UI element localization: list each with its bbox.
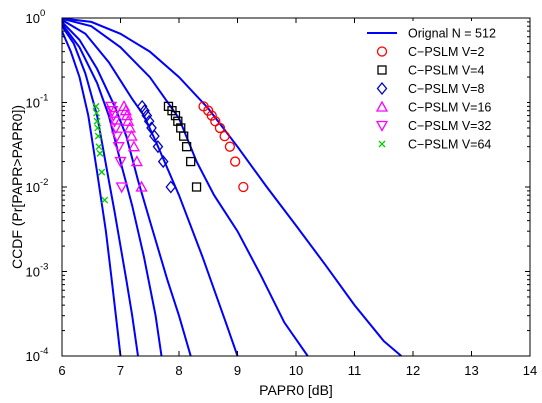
marker-circle-1-7 bbox=[230, 156, 241, 167]
ccdf-curve-1 bbox=[62, 18, 402, 356]
x-axis-label: PAPR0 [dB] bbox=[259, 382, 333, 398]
marker-circle-1-2 bbox=[206, 110, 217, 121]
legend-entry-label: C−PSLM V=4 bbox=[408, 64, 484, 78]
x-tick-label: 9 bbox=[234, 363, 241, 378]
marker-x-6-3 bbox=[94, 124, 102, 132]
data-markers bbox=[92, 99, 249, 204]
legend-marker-triangle-down bbox=[375, 120, 389, 132]
x-tick-label: 12 bbox=[406, 363, 420, 378]
ccdf-curve-7 bbox=[62, 30, 122, 356]
marker-x-6-1 bbox=[93, 109, 100, 117]
x-tick-label: 11 bbox=[348, 363, 362, 378]
marker-x-6-2 bbox=[93, 117, 101, 125]
marker-triangle-down-5-3 bbox=[108, 116, 121, 128]
legend-entry-label: C−PSLM V=64 bbox=[408, 138, 491, 152]
marker-diamond-3-1 bbox=[139, 104, 150, 118]
marker-triangle-up-4-6 bbox=[127, 140, 141, 152]
marker-diamond-3-8 bbox=[165, 180, 177, 194]
marker-diamond-3-0 bbox=[136, 99, 148, 113]
legend-marker-x bbox=[378, 140, 386, 148]
marker-square-2-3 bbox=[173, 116, 183, 126]
y-tick-label: 10 bbox=[26, 11, 40, 26]
x-tick-label: 10 bbox=[289, 363, 303, 378]
marker-x-6-4 bbox=[94, 132, 102, 140]
ccdf-curve-6 bbox=[62, 25, 139, 356]
x-tick-label: 13 bbox=[464, 363, 478, 378]
marker-triangle-up-4-1 bbox=[119, 104, 132, 116]
marker-triangle-down-5-7 bbox=[114, 156, 127, 168]
y-tick-exponent: 0 bbox=[40, 8, 45, 19]
marker-square-2-6 bbox=[181, 142, 192, 152]
marker-triangle-up-4-7 bbox=[130, 155, 143, 167]
legend-entry-label: C−PSLM V=16 bbox=[408, 101, 491, 115]
marker-x-6-7 bbox=[98, 168, 106, 176]
marker-diamond-3-5 bbox=[149, 129, 160, 143]
y-tick-exponent: -3 bbox=[40, 262, 48, 273]
marker-diamond-3-2 bbox=[141, 109, 153, 123]
legend-marker-circle bbox=[376, 46, 388, 57]
x-tick-label: 7 bbox=[117, 363, 124, 378]
y-axis-label: CCDF (Pr[PAPR>PAPR0]) bbox=[9, 105, 25, 269]
y-tick-label: 10 bbox=[26, 349, 40, 364]
legend-entry-label: C−PSLM V=2 bbox=[408, 45, 484, 59]
marker-triangle-up-4-5 bbox=[125, 129, 138, 141]
marker-triangle-down-5-2 bbox=[107, 110, 120, 122]
x-tick-label: 6 bbox=[58, 363, 65, 378]
legend-entry-label: C−PSLM V=8 bbox=[408, 82, 484, 96]
ccdf-curve-3 bbox=[62, 19, 239, 356]
marker-triangle-up-4-8 bbox=[135, 180, 148, 192]
y-tick-label: 10 bbox=[26, 265, 40, 280]
legend-marker-diamond bbox=[376, 81, 388, 96]
marker-diamond-3-3 bbox=[143, 114, 155, 128]
marker-circle-1-5 bbox=[219, 130, 230, 142]
y-tick-label: 10 bbox=[26, 180, 40, 195]
ccdf-curve-2 bbox=[62, 18, 309, 356]
marker-triangle-down-5-4 bbox=[109, 123, 122, 135]
marker-triangle-down-5-8 bbox=[115, 182, 128, 194]
legend: Orignal N = 512 C−PSLM V=2 C−PSLM V=4 C−PSL… bbox=[355, 21, 527, 183]
x-tick-label: 14 bbox=[523, 363, 537, 378]
x-tick-label: 8 bbox=[175, 363, 182, 378]
legend-marker-triangle-up bbox=[375, 100, 389, 112]
ccdf-curves bbox=[62, 18, 402, 356]
marker-diamond-3-6 bbox=[152, 140, 164, 154]
marker-x-6-8 bbox=[101, 196, 109, 204]
legend-marker-square bbox=[377, 65, 387, 75]
marker-x-6-5 bbox=[95, 143, 103, 151]
marker-triangle-down-5-5 bbox=[110, 131, 124, 143]
marker-square-2-8 bbox=[191, 182, 202, 192]
marker-square-2-5 bbox=[179, 131, 189, 141]
marker-circle-1-3 bbox=[210, 116, 221, 127]
y-tick-exponent: -4 bbox=[40, 346, 48, 357]
y-tick-exponent: -1 bbox=[40, 93, 48, 104]
marker-x-6-6 bbox=[96, 149, 104, 157]
y-tick-label: 10 bbox=[26, 96, 40, 111]
marker-square-2-7 bbox=[186, 156, 196, 167]
ccdf-curve-4 bbox=[62, 21, 192, 356]
marker-diamond-3-7 bbox=[157, 155, 169, 169]
marker-triangle-up-4-4 bbox=[123, 121, 136, 133]
y-tick-exponent: -2 bbox=[40, 177, 48, 188]
legend-entry-label: Orignal N = 512 bbox=[408, 27, 496, 41]
legend-entry-label: C−PSLM V=32 bbox=[408, 119, 491, 133]
marker-x-6-0 bbox=[92, 102, 100, 110]
marker-square-2-2 bbox=[170, 110, 181, 121]
marker-triangle-down-5-6 bbox=[112, 142, 125, 154]
marker-circle-1-8 bbox=[238, 181, 249, 193]
legend-box bbox=[355, 21, 527, 183]
marker-circle-1-6 bbox=[224, 141, 236, 152]
marker-circle-1-4 bbox=[214, 122, 226, 134]
ccdf-curve-5 bbox=[62, 23, 163, 356]
